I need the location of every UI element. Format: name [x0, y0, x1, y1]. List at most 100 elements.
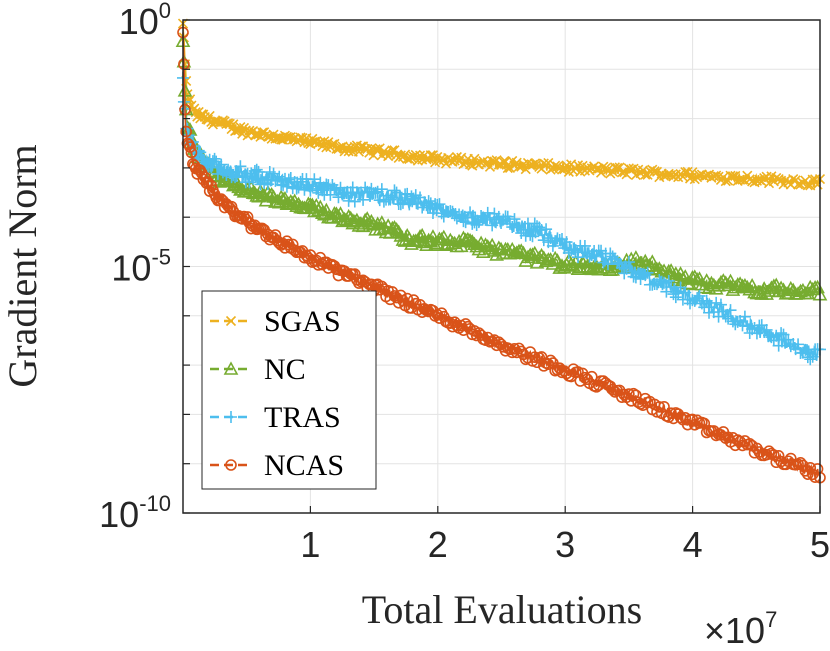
triangle-marker: [563, 256, 579, 271]
plus-marker: [750, 327, 763, 340]
triangle-marker: [723, 273, 738, 288]
plus-marker: [501, 210, 514, 223]
plus-marker: [470, 218, 483, 231]
triangle-marker: [670, 272, 686, 287]
x-tick-label: 2: [428, 524, 448, 565]
triangle-marker: [520, 249, 536, 264]
triangle-marker: [491, 240, 507, 254]
triangle-marker: [689, 272, 705, 286]
x-marker: [609, 162, 621, 173]
plus-marker: [784, 340, 797, 353]
plus-marker: [208, 152, 221, 165]
plus-marker: [622, 256, 635, 269]
triangle-marker: [525, 247, 540, 261]
plus-marker: [280, 180, 293, 193]
plus-marker: [357, 193, 370, 206]
plus-marker: [234, 160, 247, 173]
triangle-marker: [547, 250, 563, 265]
plus-marker: [328, 182, 341, 195]
triangle-marker: [341, 208, 357, 223]
plus-marker: [210, 155, 223, 168]
plus-marker: [481, 206, 494, 219]
circle-marker: [768, 449, 780, 461]
triangle-marker: [480, 238, 496, 253]
circle-marker: [365, 278, 378, 291]
plus-marker: [526, 230, 539, 243]
plus-marker: [553, 233, 566, 246]
x-tick-label: 3: [555, 524, 575, 565]
plus-marker: [755, 319, 768, 332]
plus-marker: [700, 294, 713, 307]
circle-marker: [804, 461, 817, 474]
circle-marker: [179, 103, 191, 116]
triangle-marker: [704, 275, 719, 290]
circle-marker: [312, 259, 325, 271]
plus-marker: [679, 286, 692, 299]
legend-triangle-marker: [223, 361, 239, 375]
series-sgas: [177, 18, 826, 191]
circle-marker: [185, 146, 198, 159]
plus-marker: [250, 163, 263, 176]
plus-marker: [775, 327, 788, 340]
circle-marker: [395, 289, 407, 302]
plus-marker: [655, 275, 668, 288]
x-marker: [353, 146, 365, 157]
circle-marker: [802, 468, 814, 480]
x-tick-label: 4: [683, 524, 703, 565]
x-axis-ticks: 1 2 3 4 5: [300, 506, 830, 565]
x-tick-label: 1: [300, 524, 320, 565]
plus-marker: [517, 223, 530, 236]
y-tick-label: 100: [119, 0, 171, 42]
circle-marker: [797, 459, 809, 472]
y-axis-ticks: 100 10-5 10-10: [99, 0, 190, 535]
legend-label: NC: [264, 353, 306, 386]
plus-marker: [524, 228, 537, 241]
plus-marker: [282, 173, 295, 186]
triangle-marker: [434, 231, 449, 246]
circle-marker: [243, 217, 256, 229]
triangle-marker: [739, 279, 755, 294]
triangle-marker: [412, 229, 428, 243]
circle-marker: [239, 213, 252, 226]
circle-marker: [300, 249, 313, 262]
x-marker: [410, 149, 421, 161]
plus-marker: [290, 182, 303, 195]
plus-marker: [560, 236, 573, 249]
plus-marker: [273, 170, 286, 183]
circle-marker: [544, 354, 557, 367]
triangle-marker: [262, 188, 278, 202]
plus-marker: [578, 239, 591, 252]
plus-marker: [267, 167, 280, 180]
x-axis-title: Total Evaluations: [362, 587, 642, 632]
series-ncas: [177, 26, 826, 484]
plus-marker: [741, 320, 754, 333]
triangle-marker: [538, 253, 554, 268]
x-marker: [591, 164, 602, 175]
plus-marker: [777, 328, 790, 341]
triangle-marker: [764, 280, 779, 294]
circle-marker: [180, 125, 192, 138]
series-group: [175, 18, 828, 484]
plus-marker: [540, 223, 553, 236]
plus-marker: [625, 265, 638, 278]
plus-marker: [314, 176, 327, 189]
legend-entry-sgas: SGAS: [210, 305, 341, 338]
x-marker: [440, 158, 452, 169]
legend-x-marker: [225, 315, 237, 327]
plus-marker: [384, 193, 397, 206]
triangle-marker: [737, 277, 753, 292]
circle-marker: [504, 343, 516, 356]
plus-marker: [724, 304, 737, 317]
y-tick-label: 10-10: [99, 491, 171, 535]
circle-marker: [623, 388, 635, 400]
plus-marker: [693, 289, 706, 302]
x-marker: [321, 142, 332, 153]
triangle-marker: [527, 245, 543, 260]
legend-plus-marker: [225, 411, 237, 423]
plus-marker: [215, 158, 228, 171]
y-axis-title: Gradient Norm: [0, 144, 45, 387]
plus-marker: [348, 195, 361, 208]
circle-marker: [606, 383, 619, 396]
legend-circle-marker: [225, 459, 237, 471]
